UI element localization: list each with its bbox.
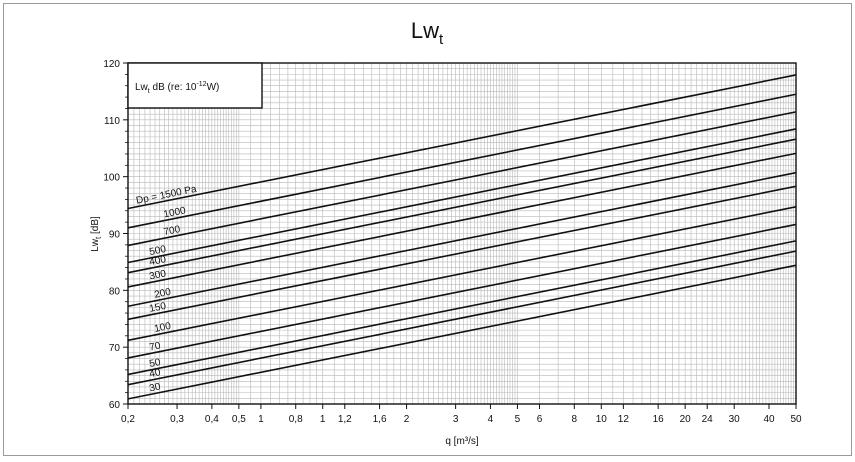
x-tick-label: 1,2 — [338, 414, 352, 425]
x-tick-label: 1 — [320, 414, 326, 425]
series-label: 400 — [148, 254, 167, 268]
series-line — [127, 264, 797, 400]
series-label: 700 — [163, 224, 182, 238]
x-tick-label: 40 — [763, 414, 775, 425]
x-tick-label: 20 — [680, 414, 692, 425]
series-label: 300 — [148, 268, 167, 282]
series-label: 30 — [148, 381, 161, 394]
series-label: 70 — [148, 340, 161, 353]
x-tick-label: 0,8 — [289, 414, 303, 425]
y-tick-label: 110 — [104, 116, 120, 127]
y-tick-label: 70 — [109, 343, 121, 354]
x-tick-label: 8 — [572, 414, 578, 425]
series-line — [127, 240, 797, 376]
series-line — [127, 171, 797, 308]
series-line — [127, 152, 797, 288]
series-label: 1000 — [163, 205, 187, 220]
x-tick-label: 10 — [596, 414, 608, 425]
x-tick-label: 0,2 — [121, 414, 135, 425]
x-axis-label: q [m³/s] — [445, 436, 479, 447]
legend-box — [127, 62, 263, 109]
x-tick-label: 6 — [537, 414, 543, 425]
series-line — [127, 111, 797, 247]
series-label: 50 — [148, 357, 161, 370]
series-label: 100 — [153, 321, 172, 335]
x-tick-label: 1 — [258, 414, 264, 425]
y-tick-label: 120 — [103, 59, 120, 70]
x-tick-label: 24 — [702, 414, 714, 425]
x-tick-label: 50 — [790, 414, 802, 425]
series-label: 500 — [148, 244, 167, 258]
chart-svg: Lwt 60 70 80 90 100 110 120 0,2 0,3 0,4 0,5 1 0,8 1 1,2… — [90, 18, 802, 447]
x-tick-label: 2 — [404, 414, 410, 425]
x-tick-label: 4 — [488, 414, 494, 425]
series-line — [127, 206, 797, 342]
y-tick-label: 60 — [109, 400, 121, 411]
x-tick-label: 5 — [515, 414, 521, 425]
x-tick-label: 0,3 — [170, 414, 184, 425]
x-tick-label: 30 — [729, 414, 741, 425]
series-line — [127, 185, 797, 321]
series-line — [127, 128, 797, 264]
legend-label: Lwt dB (re: 10-12W) — [135, 81, 219, 95]
series-line — [127, 250, 797, 386]
series-label: 150 — [148, 301, 167, 315]
series-line — [127, 223, 797, 359]
y-tick-label: 90 — [109, 230, 121, 241]
series-label: 200 — [153, 287, 172, 301]
x-tick-label: 12 — [618, 414, 630, 425]
chart-frame: Lwt 60 70 80 90 100 110 120 0,2 0,3 0,4 0,5 1 0,8 1 1,2… — [3, 3, 852, 456]
y-tick-label: 100 — [103, 173, 120, 184]
series-line — [127, 138, 797, 274]
y-tick-label: 80 — [109, 286, 121, 297]
series-label: 40 — [148, 367, 161, 380]
series-line — [127, 74, 797, 210]
y-axis-label: Lwt [dB] — [90, 216, 103, 252]
x-tick-label: 1,6 — [373, 414, 387, 425]
x-tick-label: 16 — [653, 414, 665, 425]
x-tick-label: 0,5 — [232, 414, 246, 425]
x-tick-label: 0,4 — [205, 414, 219, 425]
x-tick-label: 3 — [453, 414, 459, 425]
chart-title: Lwt — [411, 18, 444, 48]
series-line — [127, 93, 797, 229]
